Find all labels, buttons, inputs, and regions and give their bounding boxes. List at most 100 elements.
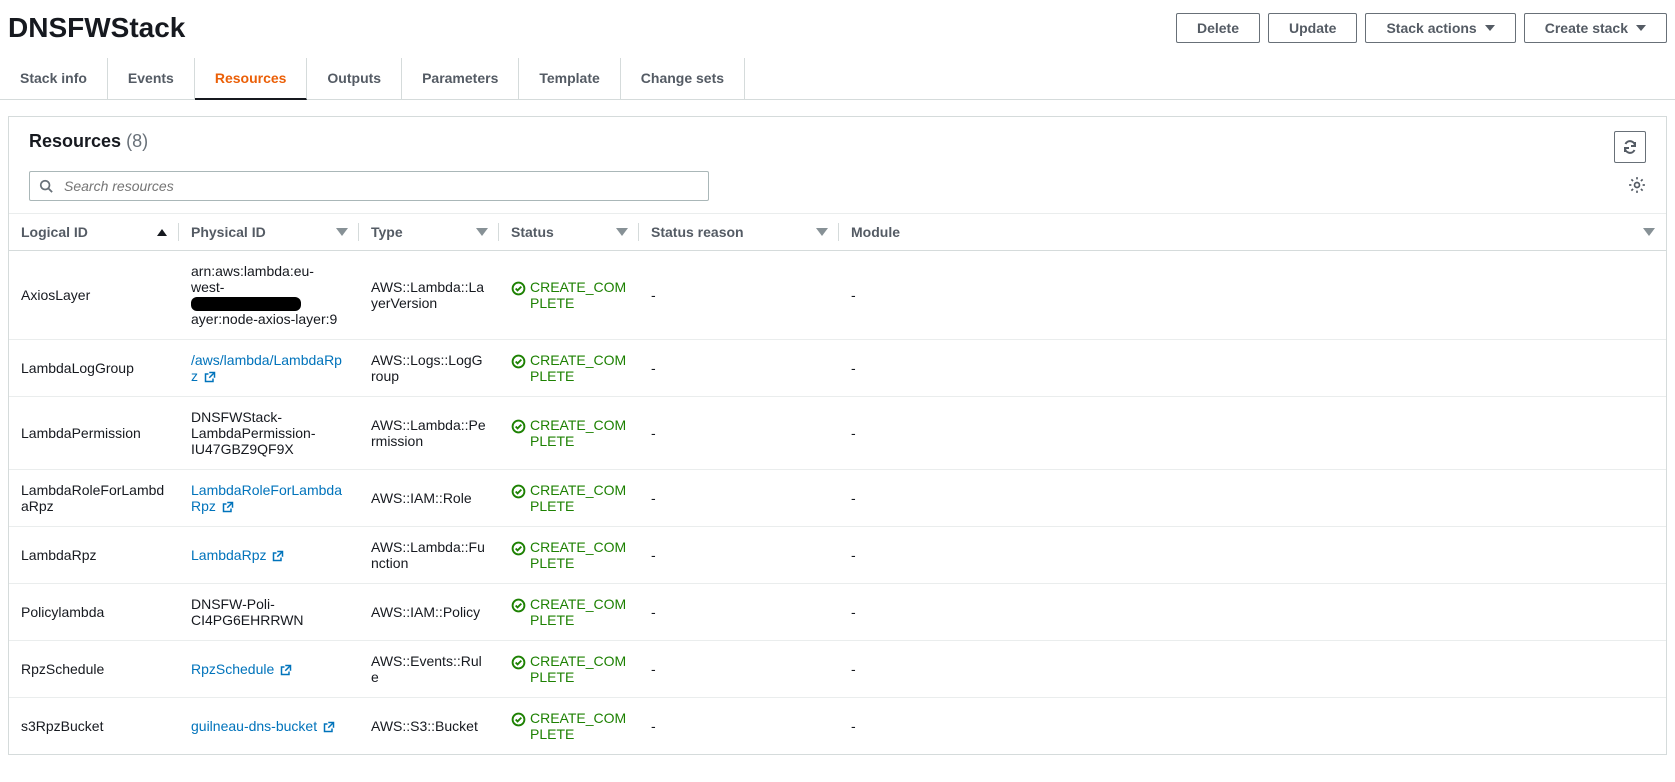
col-status-reason[interactable]: Status reason: [639, 214, 839, 251]
refresh-button[interactable]: [1614, 131, 1646, 163]
cell-module: -: [839, 470, 1666, 527]
cell-module: -: [839, 641, 1666, 698]
status-ok-icon: [511, 598, 526, 613]
table-row: LambdaRpz LambdaRpz AWS::Lambda::Function…: [9, 527, 1666, 584]
physical-id-link[interactable]: /aws/lambda/LambdaRpz: [191, 352, 342, 384]
status-ok-icon: [511, 541, 526, 556]
col-module[interactable]: Module: [839, 214, 1666, 251]
table-row: LambdaRoleForLambdaRpz LambdaRoleForLambd…: [9, 470, 1666, 527]
cell-logical-id: s3RpzBucket: [9, 698, 179, 755]
cell-type: AWS::IAM::Policy: [359, 584, 499, 641]
cell-status-reason: -: [639, 251, 839, 340]
col-logical-id[interactable]: Logical ID: [9, 214, 179, 251]
col-physical-id-label: Physical ID: [191, 224, 266, 240]
physical-text: ayer:node-axios-layer:9: [191, 311, 337, 327]
status-text: CREATE_COMPLETE: [530, 596, 627, 628]
cell-status-reason: -: [639, 397, 839, 470]
cell-status: CREATE_COMPLETE: [499, 527, 639, 584]
cell-status: CREATE_COMPLETE: [499, 584, 639, 641]
status-ok-icon: [511, 484, 526, 499]
table-row: RpzSchedule RpzSchedule AWS::Events::Rule…: [9, 641, 1666, 698]
cell-physical-id: guilneau-dns-bucket: [179, 698, 359, 755]
search-input[interactable]: [29, 171, 709, 201]
filter-icon: [817, 229, 827, 236]
cell-status-reason: -: [639, 641, 839, 698]
panel-title-text: Resources: [29, 131, 121, 151]
cell-status-reason: -: [639, 340, 839, 397]
chevron-down-icon: [1485, 25, 1495, 31]
cell-physical-id: /aws/lambda/LambdaRpz: [179, 340, 359, 397]
cell-logical-id: LambdaRpz: [9, 527, 179, 584]
sort-asc-icon: [157, 229, 167, 236]
cell-module: -: [839, 340, 1666, 397]
physical-id-link[interactable]: LambdaRpz: [191, 547, 284, 563]
tab-outputs[interactable]: Outputs: [307, 58, 402, 99]
cell-status: CREATE_COMPLETE: [499, 397, 639, 470]
col-type[interactable]: Type: [359, 214, 499, 251]
resources-panel: Resources (8) Logical: [8, 116, 1667, 755]
cell-type: AWS::Events::Rule: [359, 641, 499, 698]
tabs-bar: Stack infoEventsResourcesOutputsParamete…: [0, 58, 1675, 100]
cell-status: CREATE_COMPLETE: [499, 340, 639, 397]
external-link-icon: [280, 664, 292, 676]
tab-change-sets[interactable]: Change sets: [621, 58, 745, 99]
status-ok-icon: [511, 419, 526, 434]
chevron-down-icon: [1636, 25, 1646, 31]
status-text: CREATE_COMPLETE: [530, 710, 627, 742]
external-link-icon: [222, 501, 234, 513]
tab-events[interactable]: Events: [108, 58, 195, 99]
cell-logical-id: LambdaLogGroup: [9, 340, 179, 397]
cell-status: CREATE_COMPLETE: [499, 470, 639, 527]
cell-physical-id: LambdaRoleForLambdaRpz: [179, 470, 359, 527]
tab-resources[interactable]: Resources: [195, 58, 308, 100]
cell-physical-id: LambdaRpz: [179, 527, 359, 584]
cell-physical-id: RpzSchedule: [179, 641, 359, 698]
physical-id-link[interactable]: RpzSchedule: [191, 661, 292, 677]
cell-type: AWS::Lambda::Permission: [359, 397, 499, 470]
refresh-icon: [1622, 139, 1638, 155]
col-status[interactable]: Status: [499, 214, 639, 251]
physical-id-link[interactable]: guilneau-dns-bucket: [191, 718, 335, 734]
stack-actions-button[interactable]: Stack actions: [1365, 13, 1515, 43]
tab-parameters[interactable]: Parameters: [402, 58, 519, 99]
cell-type: AWS::IAM::Role: [359, 470, 499, 527]
status-ok-icon: [511, 712, 526, 727]
cell-logical-id: RpzSchedule: [9, 641, 179, 698]
status-ok-icon: [511, 655, 526, 670]
delete-button[interactable]: Delete: [1176, 13, 1260, 43]
filter-icon: [477, 229, 487, 236]
filter-icon: [617, 229, 627, 236]
cell-type: AWS::Lambda::LayerVersion: [359, 251, 499, 340]
search-wrap: [29, 171, 709, 201]
filter-icon: [337, 229, 347, 236]
gear-icon: [1628, 176, 1646, 194]
col-physical-id[interactable]: Physical ID: [179, 214, 359, 251]
col-type-label: Type: [371, 224, 403, 240]
redacted-block: [191, 297, 301, 311]
cell-module: -: [839, 698, 1666, 755]
table-row: AxiosLayerarn:aws:lambda:eu-west-ayer:no…: [9, 251, 1666, 340]
create-stack-button[interactable]: Create stack: [1524, 13, 1667, 43]
external-link-icon: [323, 721, 335, 733]
stack-title: DNSFWStack: [8, 12, 185, 44]
status-ok-icon: [511, 281, 526, 296]
status-text: CREATE_COMPLETE: [530, 539, 627, 571]
table-row: LambdaLogGroup/aws/lambda/LambdaRpz AWS:…: [9, 340, 1666, 397]
header-actions: Delete Update Stack actions Create stack: [1176, 13, 1667, 43]
cell-module: -: [839, 251, 1666, 340]
tab-stack-info[interactable]: Stack info: [8, 58, 108, 99]
settings-button[interactable]: [1628, 176, 1646, 197]
physical-id-link[interactable]: LambdaRoleForLambdaRpz: [191, 482, 342, 514]
cell-status: CREATE_COMPLETE: [499, 641, 639, 698]
cell-status: CREATE_COMPLETE: [499, 251, 639, 340]
update-button[interactable]: Update: [1268, 13, 1357, 43]
cell-type: AWS::Lambda::Function: [359, 527, 499, 584]
cell-physical-id: DNSFWStack-LambdaPermission-IU47GBZ9QF9X: [179, 397, 359, 470]
cell-logical-id: LambdaRoleForLambdaRpz: [9, 470, 179, 527]
cell-status: CREATE_COMPLETE: [499, 698, 639, 755]
panel-title: Resources (8): [29, 131, 148, 152]
tab-template[interactable]: Template: [519, 58, 620, 99]
cell-status-reason: -: [639, 470, 839, 527]
status-text: CREATE_COMPLETE: [530, 417, 627, 449]
external-link-icon: [272, 550, 284, 562]
